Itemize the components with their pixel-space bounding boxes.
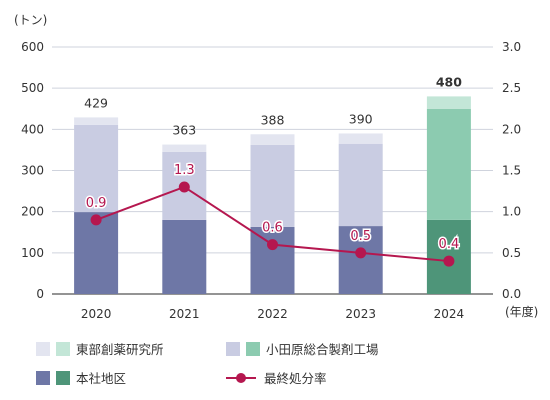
y-left-tick-label: 100	[21, 246, 44, 260]
y-left-tick-label: 600	[21, 40, 44, 54]
disposal-rate-point	[355, 247, 367, 259]
bar-segment	[338, 226, 383, 294]
bar-total-label: 390	[349, 111, 373, 126]
disposal-rate-label: 0.5	[350, 229, 371, 244]
bar-total-label: 429	[84, 95, 108, 110]
y-right-tick-label: 2.5	[502, 81, 521, 95]
gridlines	[52, 46, 493, 295]
disposal-rate-label: 0.6	[262, 221, 283, 236]
bars: 429 363 388 390 480	[74, 74, 471, 294]
x-tick-label: 2023	[345, 307, 376, 321]
disposal-rate-point	[178, 181, 190, 193]
y-left-tick-label: 300	[21, 164, 44, 178]
y-axis-left-label: (トン)	[14, 13, 47, 27]
bar-segment	[426, 108, 471, 220]
x-tick-label: 2022	[257, 307, 288, 321]
y-left-tick-label: 500	[21, 81, 44, 95]
bar-total-label: 363	[172, 123, 196, 138]
bar-segment	[338, 143, 383, 227]
axes: 0 100 200 300 400 500 600 0.0 0.5 1.0 1.5 2.0 2.5 3.0…	[21, 40, 521, 321]
bar-total-label: 388	[261, 112, 285, 127]
disposal-rate-line: 0.9 1.3 0.6 0.5 0.4	[84, 161, 461, 267]
x-tick-label: 2024	[434, 307, 465, 321]
y-left-tick-label: 0	[36, 287, 44, 301]
disposal-rate-point	[90, 214, 102, 226]
bar-segment	[74, 212, 119, 294]
y-right-tick-label: 1.0	[502, 205, 521, 219]
bar-segment	[162, 219, 207, 294]
bar-segment	[74, 124, 119, 213]
bar-total-label: 480	[436, 74, 462, 89]
y-left-tick-label: 400	[21, 122, 44, 136]
disposal-rate-point	[443, 255, 455, 267]
bar-segment	[250, 144, 295, 227]
bar-segment	[250, 134, 295, 145]
x-tick-label: 2021	[169, 307, 200, 321]
y-right-tick-label: 3.0	[502, 40, 521, 54]
disposal-rate-label: 0.9	[86, 196, 107, 211]
y-right-tick-label: 1.5	[502, 164, 521, 178]
disposal-rate-point	[267, 239, 278, 251]
bar-segment	[74, 117, 119, 125]
bar-segment	[426, 96, 471, 109]
bar-segment	[338, 133, 383, 144]
y-left-tick-label: 200	[21, 205, 44, 219]
x-tick-label: 2020	[81, 307, 112, 321]
x-axis-label: (年度)	[505, 304, 538, 319]
y-right-tick-label: 2.0	[502, 122, 521, 136]
disposal-rate-label: 0.4	[439, 237, 460, 252]
y-right-tick-label: 0.0	[502, 287, 521, 301]
bar-segment	[162, 144, 207, 152]
bar-segment	[250, 226, 295, 294]
disposal-rate-label: 1.3	[174, 163, 195, 178]
y-right-tick-label: 0.5	[502, 246, 521, 260]
